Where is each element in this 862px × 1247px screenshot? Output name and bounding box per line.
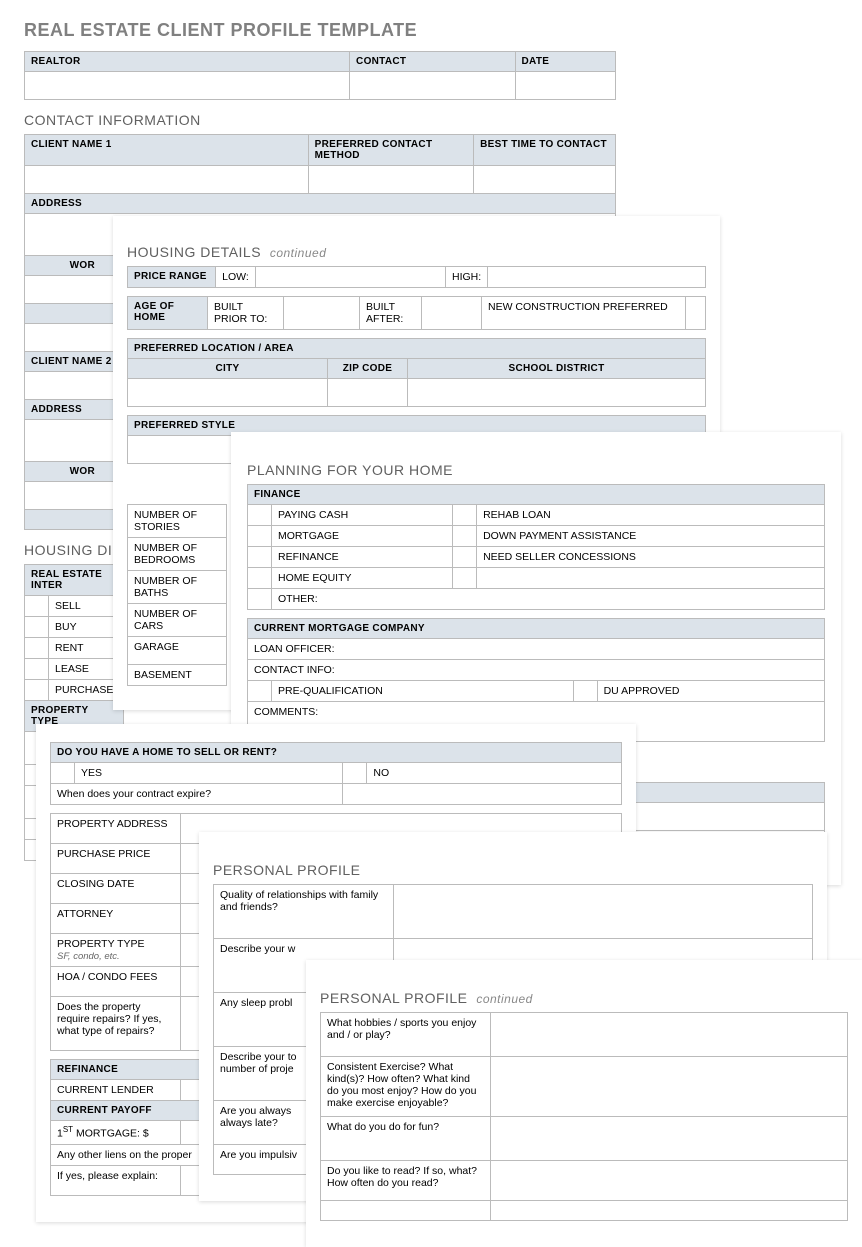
opt-prequal: PRE-QUALIFICATION (272, 681, 574, 702)
header-address: ADDRESS (25, 194, 616, 214)
label-contact-info: CONTACT INFO: (248, 660, 825, 681)
profile-table-2: What hobbies / sports you enjoy and / or… (320, 1012, 848, 1221)
label-basement: BASEMENT (128, 665, 227, 686)
page-6: PERSONAL PROFILE continued What hobbies … (306, 960, 862, 1247)
opt-seller: NEED SELLER CONCESSIONS (477, 547, 825, 568)
label-age: AGE OF HOME (128, 297, 208, 330)
label-explain: If yes, please explain: (51, 1165, 181, 1195)
label-attorney: ATTORNEY (51, 904, 181, 934)
header-best-time: BEST TIME TO CONTACT (474, 135, 616, 166)
label-purchase-price: PURCHASE PRICE (51, 844, 181, 874)
label-closing: CLOSING DATE (51, 874, 181, 904)
opt-refi: REFINANCE (272, 547, 453, 568)
section-personal: PERSONAL PROFILE (213, 862, 813, 878)
opt-equity: HOME EQUITY (272, 568, 453, 589)
section-contact-info: CONTACT INFORMATION (24, 112, 616, 128)
label-low: LOW: (216, 267, 256, 288)
label-built-after: BUILT AFTER: (360, 297, 422, 330)
label-contract-expire: When does your contract expire? (51, 784, 343, 805)
label-current-lender: CURRENT LENDER (51, 1080, 181, 1101)
label-hoa: HOA / CONDO FEES (51, 967, 181, 997)
opt-down: DOWN PAYMENT ASSISTANCE (477, 526, 825, 547)
header-school: SCHOOL DISTRICT (408, 359, 706, 379)
label-proptype: PROPERTY TYPESF, condo, etc. (51, 934, 181, 967)
header-mortgage-co: CURRENT MORTGAGE COMPANY (248, 619, 825, 639)
opt-rehab: REHAB LOAN (477, 505, 825, 526)
finance-table: FINANCE PAYING CASH REHAB LOAN MORTGAGE DO… (247, 484, 825, 610)
opt-cash: PAYING CASH (272, 505, 453, 526)
q-fun: What do you do for fun? (321, 1117, 491, 1161)
header-interest: REAL ESTATE INTER (25, 565, 124, 596)
header-date: DATE (515, 52, 615, 72)
label-new-construction: NEW CONSTRUCTION PREFERRED (482, 297, 686, 330)
label-cars: NUMBER OF CARS (128, 604, 227, 637)
q-read: Do you like to read? If so, what? How of… (321, 1161, 491, 1201)
realtor-table: REALTOR CONTACT DATE (24, 51, 616, 100)
header-pref-contact: PREFERRED CONTACT METHOD (308, 135, 473, 166)
header-client1: CLIENT NAME 1 (25, 135, 309, 166)
opt-mortgage: MORTGAGE (272, 526, 453, 547)
section-housing-cont: HOUSING DETAILS continued (127, 244, 706, 260)
label-garage: GARAGE (128, 637, 227, 665)
label-built-prior: BUILT PRIOR TO: (208, 297, 284, 330)
label-bedrooms: NUMBER OF BEDROOMS (128, 538, 227, 571)
age-of-home-table: AGE OF HOME BUILT PRIOR TO: BUILT AFTER:… (127, 296, 706, 330)
header-sellrent: DO YOU HAVE A HOME TO SELL OR RENT? (51, 743, 622, 763)
label-stories: NUMBER OF STORIES (128, 505, 227, 538)
header-contact: CONTACT (350, 52, 515, 72)
label-prop-address: PROPERTY ADDRESS (51, 814, 181, 844)
opt-yes: YES (75, 763, 343, 784)
label-baths: NUMBER OF BATHS (128, 571, 227, 604)
label-price-range: PRICE RANGE (128, 267, 216, 288)
header-finance: FINANCE (248, 485, 825, 505)
section-personal-cont: PERSONAL PROFILE continued (320, 990, 848, 1006)
header-city: CITY (128, 359, 328, 379)
q-hobbies: What hobbies / sports you enjoy and / or… (321, 1013, 491, 1057)
label-repairs: Does the property require repairs? If ye… (51, 997, 181, 1051)
label-high: HIGH: (446, 267, 488, 288)
header-realtor: REALTOR (25, 52, 350, 72)
q-relationships: Quality of relationships with family and… (214, 885, 394, 939)
label-loan-officer: LOAN OFFICER: (248, 639, 825, 660)
location-table: PREFERRED LOCATION / AREA CITY ZIP CODE … (127, 338, 706, 407)
section-planning: PLANNING FOR YOUR HOME (247, 462, 825, 478)
main-title: REAL ESTATE CLIENT PROFILE TEMPLATE (24, 20, 616, 41)
header-location: PREFERRED LOCATION / AREA (128, 339, 706, 359)
opt-du: DU APPROVED (597, 681, 824, 702)
sell-rent-table: DO YOU HAVE A HOME TO SELL OR RENT? YES N… (50, 742, 622, 805)
label-1st-mortgage: 1ST MORTGAGE: $ (51, 1121, 181, 1145)
header-zip: ZIP CODE (328, 359, 408, 379)
home-spec-table: NUMBER OF STORIES NUMBER OF BEDROOMS NUM… (127, 504, 227, 686)
price-range-table: PRICE RANGE LOW: HIGH: (127, 266, 706, 288)
opt-other: OTHER: (272, 589, 825, 610)
q-exercise: Consistent Exercise? What kind(s)? How o… (321, 1057, 491, 1117)
opt-no: NO (367, 763, 622, 784)
